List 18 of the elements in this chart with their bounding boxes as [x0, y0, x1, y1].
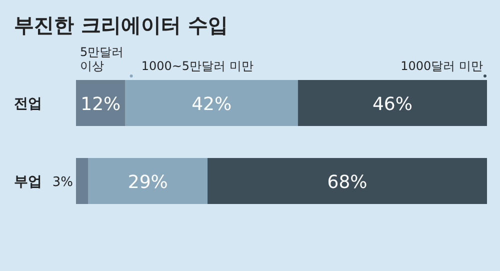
bar — [208, 158, 487, 204]
bar — [76, 158, 88, 204]
y-tick-label: 전업 — [14, 96, 42, 112]
data-label: 68% — [327, 172, 368, 193]
bar — [76, 80, 126, 126]
chart-title: 부진한 크리에이터 수입 — [14, 13, 228, 37]
data-label: 46% — [372, 94, 412, 115]
bar — [88, 158, 208, 204]
bar — [298, 80, 487, 126]
data-label: 3% — [52, 175, 73, 190]
series-label: 1000~5만달러 미만 — [141, 59, 254, 73]
data-label: 29% — [128, 172, 168, 193]
y-tick-label: 부업 — [14, 174, 42, 190]
series-label: 5만달러 이상 — [80, 45, 124, 73]
bar — [125, 80, 298, 126]
series-label: 1000달러 미만 — [400, 59, 483, 73]
data-label: 12% — [80, 94, 121, 115]
data-label: 42% — [192, 94, 232, 115]
